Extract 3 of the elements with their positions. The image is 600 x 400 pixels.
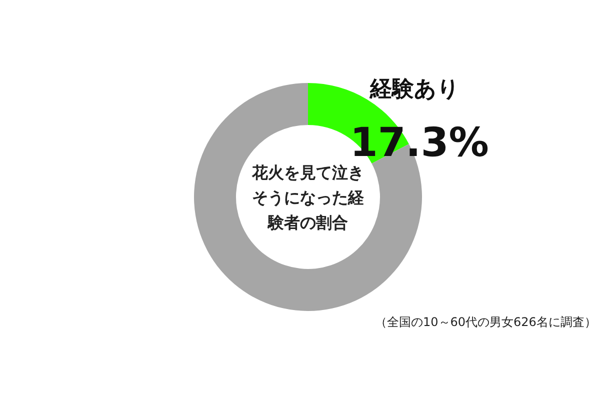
slice-label: 経験あり: [369, 77, 460, 102]
text: 花火を見て泣きそうになった経験者の割合: [250, 162, 365, 234]
text: （全国の10～60代の男女626名に調査）: [375, 314, 596, 331]
